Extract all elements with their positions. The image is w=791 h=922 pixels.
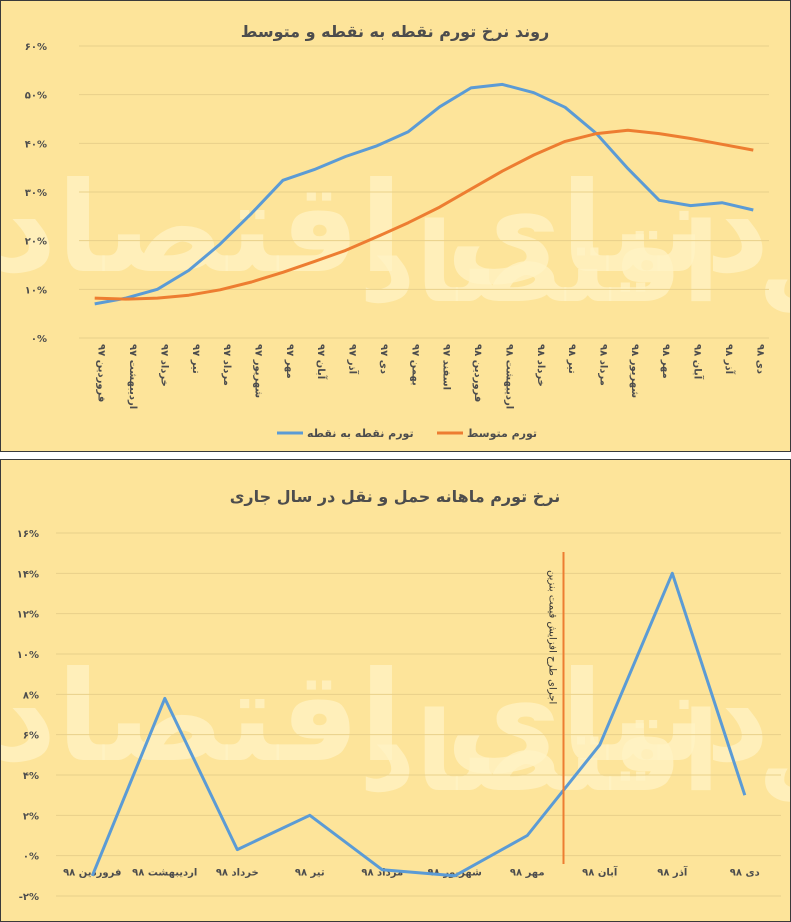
x-tick-label: آبان ۹۷ — [315, 344, 328, 380]
y-tick-label: ۲% — [23, 811, 39, 822]
watermark-text: دنیای اقتصاد — [359, 688, 790, 816]
x-tick-label: آذر ۹۸ — [723, 344, 736, 375]
x-tick-label: بهمن ۹۷ — [409, 344, 420, 386]
watermark-text: دنیای اقتصاد — [1, 156, 770, 301]
watermark: دنیای اقتصاددنیای اقتصاد — [1, 645, 790, 816]
x-tick-label: مهر ۹۷ — [284, 344, 295, 379]
x-tick-label: اردیبهشت ۹۸ — [132, 868, 197, 879]
fuel-price-annotation: اجرای طرح افزایش قیمت بنزین — [547, 570, 558, 704]
chart-title: روند نرخ تورم نقطه به نقطه و متوسط — [241, 22, 549, 41]
y-tick-label: ۱۰% — [17, 650, 39, 661]
spot-inflation-line — [94, 82, 754, 306]
x-tick-label: تیر ۹۸ — [295, 868, 325, 879]
x-tick-label: دی ۹۸ — [730, 868, 760, 879]
y-tick-label: -۲% — [19, 892, 39, 903]
x-tick-label: خرداد ۹۸ — [216, 868, 259, 879]
transport-inflation-line — [90, 571, 747, 878]
x-tick-label: دی ۹۸ — [754, 344, 765, 374]
x-tick-label: خرداد ۹۷ — [158, 344, 169, 387]
y-tick-label: ۱۴% — [17, 569, 39, 580]
x-tick-label: مرداد ۹۸ — [361, 868, 403, 879]
x-tick-label: فروردین ۹۸ — [472, 344, 483, 402]
x-tick-label: تیر ۹۷ — [190, 344, 201, 374]
x-tick-label: مهر ۹۸ — [510, 868, 545, 879]
x-tick-label: آبان ۹۸ — [692, 344, 705, 380]
x-tick-label: شهریور ۹۷ — [253, 344, 264, 398]
x-tick-label: شهریور ۹۸ — [629, 344, 640, 398]
chart-title: نرخ تورم ماهانه حمل و نقل در سال جاری — [230, 487, 561, 506]
y-tick-label: ۳۰% — [25, 188, 47, 199]
x-tick-label: فروردین ۹۷ — [96, 344, 107, 402]
y-tick-label: ۲۰% — [25, 237, 47, 248]
y-tick-label: ۰% — [23, 852, 39, 863]
x-tick-label: مرداد ۹۸ — [598, 344, 609, 386]
x-tick-label: آبان ۹۸ — [582, 866, 618, 879]
x-tick-label: اردیبهشت ۹۷ — [127, 344, 138, 409]
transport-inflation-svg: دنیای اقتصاددنیای اقتصاد نرخ تورم ماهانه… — [1, 487, 790, 903]
y-tick-label: ۰% — [31, 334, 47, 345]
y-tick-label: ۱۰% — [25, 285, 47, 296]
x-tick-label: خرداد ۹۸ — [535, 344, 546, 387]
x-tick-label: دی ۹۷ — [378, 344, 389, 374]
x-tick-label: تیر ۹۸ — [566, 344, 577, 374]
x-tick-label: مهر ۹۸ — [660, 344, 671, 379]
legend-spot-label: تورم نقطه به نقطه — [307, 427, 414, 440]
watermark-text: دنیای اقتصاد — [1, 645, 770, 790]
y-tick-label: ۸% — [23, 690, 39, 701]
y-tick-label: ۵۰% — [25, 91, 47, 102]
x-tick-label: اردیبهشت ۹۸ — [503, 344, 514, 409]
y-tick-label: ۴% — [23, 771, 39, 782]
x-tick-label: آذر ۹۸ — [657, 866, 688, 879]
y-tick-label: ۶% — [23, 731, 39, 742]
x-tick-label: شهریور ۹۸ — [428, 868, 482, 879]
x-tick-label: اسفند ۹۷ — [441, 344, 452, 390]
y-tick-label: ۶۰% — [25, 42, 47, 53]
legend-average-label: تورم متوسط — [467, 427, 537, 440]
spot-average-inflation-svg: دنیای اقتصاددنیای اقتصاد روند نرخ تورم ن… — [1, 22, 790, 440]
legend: تورم متوسط تورم نقطه به نقطه — [277, 427, 537, 440]
y-tick-label: ۱۶% — [17, 529, 39, 540]
x-tick-label: آذر ۹۷ — [347, 344, 360, 375]
average-inflation-line — [94, 128, 754, 301]
watermark: دنیای اقتصاددنیای اقتصاد — [1, 156, 790, 327]
y-tick-label: ۱۲% — [17, 610, 39, 621]
transport-inflation-chart: دنیای اقتصاددنیای اقتصاد نرخ تورم ماهانه… — [0, 459, 791, 922]
watermark-text: دنیای اقتصاد — [359, 199, 790, 327]
x-tick-label: مرداد ۹۷ — [221, 344, 232, 386]
y-tick-label: ۴۰% — [25, 139, 47, 150]
spot-average-inflation-chart: دنیای اقتصاددنیای اقتصاد روند نرخ تورم ن… — [0, 0, 791, 452]
